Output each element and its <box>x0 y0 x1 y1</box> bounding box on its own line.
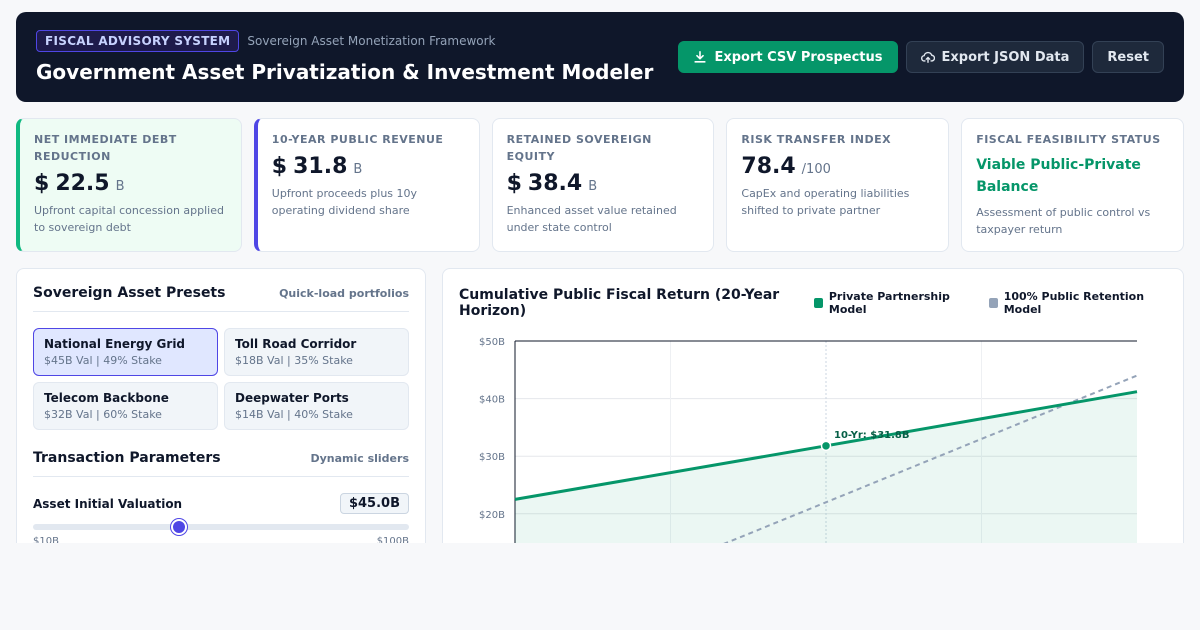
legend-label-public: 100% Public Retention Model <box>1003 290 1145 316</box>
kpi-card-risk-transfer: RISK TRANSFER INDEX 78.4 /100 CapEx and … <box>726 118 950 252</box>
presets-title: Sovereign Asset Presets <box>33 285 226 301</box>
header-top-row: FISCAL ADVISORY SYSTEM Sovereign Asset M… <box>36 30 653 52</box>
kpi-card-public-revenue: 10-YEAR PUBLIC REVENUE $ 31.8 B Upfront … <box>253 118 480 252</box>
export-json-button[interactable]: Export JSON Data <box>905 41 1085 73</box>
presets-header: Sovereign Asset Presets Quick-load portf… <box>33 285 409 312</box>
preset-name: National Energy Grid <box>44 337 186 351</box>
valuation-slider[interactable] <box>33 519 409 535</box>
chart-legend: Private Partnership Model 100% Public Re… <box>813 290 1167 316</box>
preset-toll-road-corridor[interactable]: Toll Road Corridor $18B Val | 35% Stake <box>224 328 409 376</box>
kpi-label: NET IMMEDIATE DEBT REDUCTION <box>34 133 177 163</box>
export-csv-label: Export CSV Prospectus <box>714 49 883 65</box>
kpi-description: Upfront capital concession applied to so… <box>34 204 224 234</box>
control-panel: Sovereign Asset Presets Quick-load portf… <box>16 268 426 558</box>
kpi-label: FISCAL FEASIBILITY STATUS <box>976 133 1161 146</box>
ten-year-annotation: 10-Yr: $31.8B <box>834 430 910 441</box>
page-title: Government Asset Privatization & Investm… <box>36 60 654 84</box>
kpi-description: Assessment of public control vs taxpayer… <box>976 206 1151 236</box>
y-tick-label: $20B <box>479 510 505 521</box>
valuation-label: Asset Initial Valuation <box>33 496 183 511</box>
kpi-currency: $ <box>34 171 50 196</box>
kpi-card-debt-reduction: NET IMMEDIATE DEBT REDUCTION $ 22.5 B Up… <box>16 118 242 252</box>
params-hint: Dynamic sliders <box>310 451 409 465</box>
y-tick-label: $40B <box>479 395 505 406</box>
slider-max-label: $100B <box>376 536 409 547</box>
kpi-number: 31.8 <box>293 154 348 179</box>
legend-public: 100% Public Retention Model <box>988 290 1167 316</box>
kpi-currency: $ <box>506 171 522 196</box>
private-series-area <box>515 391 1137 557</box>
kpi-row: NET IMMEDIATE DEBT REDUCTION $ 22.5 B Up… <box>16 118 1184 252</box>
kpi-description: Enhanced asset value retained under stat… <box>506 204 677 234</box>
preset-grid: National Energy Grid $45B Val | 49% Stak… <box>33 328 409 430</box>
cloud-upload-icon <box>920 51 935 63</box>
kpi-currency: $ <box>271 154 288 179</box>
preset-meta: $18B Val | 35% Stake <box>235 354 353 367</box>
reset-label: Reset <box>1107 49 1149 65</box>
preset-deepwater-ports[interactable]: Deepwater Ports $14B Val | 40% Stake <box>224 382 409 430</box>
header-titles: FISCAL ADVISORY SYSTEM Sovereign Asset M… <box>36 30 653 84</box>
reset-button[interactable]: Reset <box>1092 41 1164 73</box>
params-title: Transaction Parameters <box>33 450 221 466</box>
presets-hint: Quick-load portfolios <box>279 286 409 300</box>
public-series-line <box>689 374 1138 557</box>
preset-meta: $14B Val | 40% Stake <box>235 408 353 421</box>
kpi-card-retained-equity: RETAINED SOVEREIGN EQUITY $ 38.4 B Enhan… <box>491 118 715 252</box>
valuation-value: $45.0B <box>339 493 409 514</box>
params-header: Transaction Parameters Dynamic sliders <box>33 450 409 477</box>
kpi-value-row: $ 38.4 B <box>507 171 700 196</box>
kpi-number: 38.4 <box>527 171 583 196</box>
legend-swatch-private <box>813 298 823 308</box>
app-header: FISCAL ADVISORY SYSTEM Sovereign Asset M… <box>16 12 1184 102</box>
kpi-unit: B <box>353 162 363 177</box>
valuation-slider-row: Asset Initial Valuation $45.0B <box>33 493 409 514</box>
download-icon <box>694 50 707 63</box>
feasibility-status: Viable Public-Private Balance <box>976 157 1141 195</box>
preset-name: Telecom Backbone <box>44 391 169 405</box>
legend-label-private: Private Partnership Model <box>828 290 950 316</box>
slider-range-labels: $10B $100B <box>33 536 409 547</box>
kpi-description: Upfront proceeds plus 10y operating divi… <box>271 187 418 217</box>
y-tick-label: $30B <box>479 452 505 463</box>
transaction-parameters: Transaction Parameters Dynamic sliders A… <box>33 450 409 547</box>
kpi-unit: /100 <box>801 162 831 177</box>
preset-meta: $32B Val | 60% Stake <box>44 408 162 421</box>
y-tick-label: $50B <box>479 337 505 348</box>
kpi-label: RETAINED SOVEREIGN EQUITY <box>506 133 652 163</box>
kpi-number: 22.5 <box>55 171 110 196</box>
preset-meta: $45B Val | 49% Stake <box>44 354 162 367</box>
header-subtitle: Sovereign Asset Monetization Framework <box>247 34 496 48</box>
slider-min-label: $10B <box>33 536 59 547</box>
kpi-number: 78.4 <box>741 154 796 179</box>
kpi-unit: B <box>115 179 125 194</box>
export-csv-button[interactable]: Export CSV Prospectus <box>678 41 898 73</box>
preset-name: Deepwater Ports <box>235 391 349 405</box>
page-background <box>0 543 1200 630</box>
chart-title: Cumulative Public Fiscal Return (20-Year… <box>459 287 780 319</box>
kpi-card-feasibility: FISCAL FEASIBILITY STATUS Viable Public-… <box>961 118 1184 252</box>
chart-header: Cumulative Public Fiscal Return (20-Year… <box>459 287 1167 319</box>
header-actions: Export CSV Prospectus Export JSON Data R… <box>678 41 1164 73</box>
preset-telecom-backbone[interactable]: Telecom Backbone $32B Val | 60% Stake <box>33 382 218 430</box>
kpi-label: RISK TRANSFER INDEX <box>741 133 892 146</box>
kpi-unit: B <box>588 179 598 194</box>
chart-panel: Cumulative Public Fiscal Return (20-Year… <box>442 268 1184 558</box>
legend-private: Private Partnership Model <box>813 290 975 316</box>
system-badge: FISCAL ADVISORY SYSTEM <box>36 30 240 52</box>
kpi-value-row: 78.4 /100 <box>741 154 934 179</box>
slider-thumb[interactable] <box>171 519 188 535</box>
preset-name: Toll Road Corridor <box>235 337 357 351</box>
kpi-label: 10-YEAR PUBLIC REVENUE <box>271 133 444 146</box>
preset-national-energy-grid[interactable]: National Energy Grid $45B Val | 49% Stak… <box>33 328 218 376</box>
kpi-value-row: $ 31.8 B <box>272 154 465 179</box>
export-json-label: Export JSON Data <box>941 49 1070 65</box>
ten-year-point <box>820 440 832 452</box>
legend-swatch-public <box>988 298 998 308</box>
kpi-value-row: $ 22.5 B <box>34 171 227 196</box>
kpi-description: CapEx and operating liabilities shifted … <box>741 187 910 217</box>
